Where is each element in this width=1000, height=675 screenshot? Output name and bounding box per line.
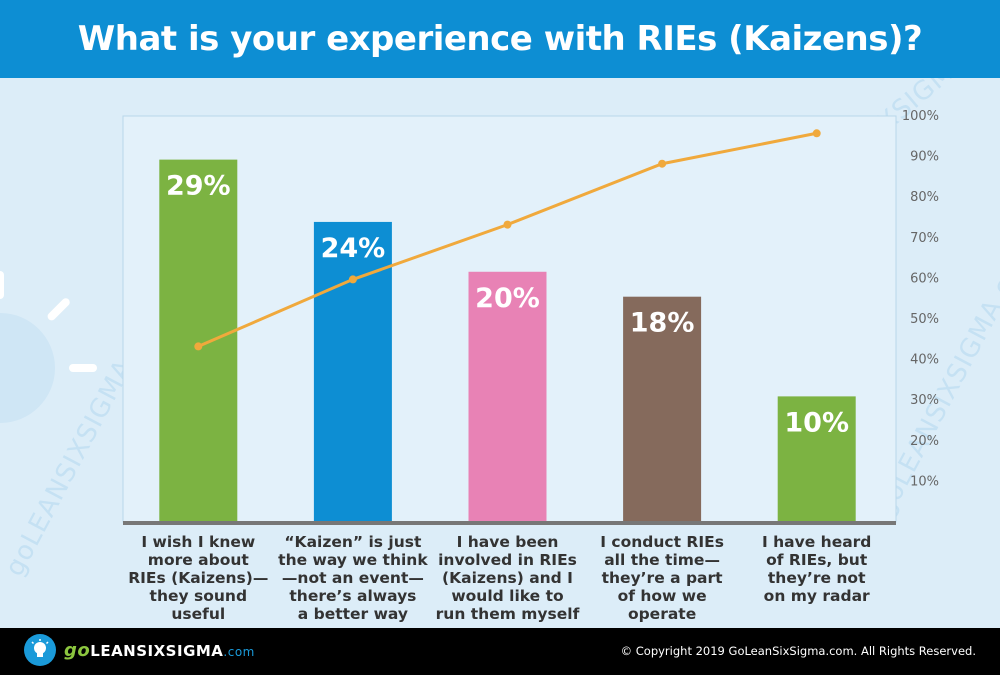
title-bar: What is your experience with RIEs (Kaize… bbox=[0, 0, 1000, 78]
lightbulb-icon bbox=[24, 634, 56, 666]
category-label: I conduct RIEs all the time— they’re a par… bbox=[600, 533, 724, 623]
category-label: “Kaizen” is just the way we think —not an … bbox=[278, 533, 428, 623]
bulb-ray-deco bbox=[47, 298, 70, 321]
bar-1 bbox=[159, 159, 238, 521]
line-point bbox=[503, 220, 512, 229]
logo-main: LEANSIXSIGMA bbox=[90, 641, 224, 660]
bar-value-label: 24% bbox=[321, 233, 386, 264]
chart-title: What is your experience with RIEs (Kaize… bbox=[77, 19, 923, 59]
chart-area: goLEANSIXSIGMA.comgoLEANSIXSIGMA.comgoLE… bbox=[0, 78, 1000, 628]
y2-tick-label: 70% bbox=[910, 231, 939, 246]
line-point bbox=[348, 275, 357, 284]
y2-tick-label: 40% bbox=[910, 353, 939, 368]
bar-value-label: 29% bbox=[166, 171, 231, 202]
bar-value-label: 18% bbox=[630, 308, 695, 339]
copyright-text: © Copyright 2019 GoLeanSixSigma.com. All… bbox=[620, 644, 976, 658]
bar-4 bbox=[623, 296, 702, 521]
footer: goLEANSIXSIGMA.com © Copyright 2019 GoLe… bbox=[0, 628, 1000, 675]
brand-logo[interactable]: goLEANSIXSIGMA.com bbox=[24, 634, 255, 666]
bar-2 bbox=[313, 221, 392, 521]
line-point bbox=[812, 129, 821, 138]
bar-5 bbox=[777, 396, 856, 521]
category-label: I have been involved in RIEs (Kaizens) and… bbox=[436, 533, 580, 623]
bar-value-label: 10% bbox=[784, 407, 849, 438]
chart-svg: goLEANSIXSIGMA.comgoLEANSIXSIGMA.comgoLE… bbox=[0, 78, 1000, 623]
y2-tick-label: 90% bbox=[910, 150, 939, 165]
category-label: I have heard of RIEs, but they’re not on my… bbox=[762, 533, 871, 605]
category-label: I wish I knew more about RIEs (Kaizens)— th… bbox=[128, 533, 268, 623]
y2-tick-label: 20% bbox=[910, 434, 939, 449]
y2-tick-label: 100% bbox=[902, 109, 939, 124]
bar-3 bbox=[468, 271, 547, 521]
y2-tick-label: 30% bbox=[910, 393, 939, 408]
y2-tick-label: 50% bbox=[910, 312, 939, 327]
line-point bbox=[658, 159, 667, 168]
logo-go: go bbox=[64, 639, 91, 661]
bulb-deco-icon bbox=[0, 313, 55, 423]
line-point bbox=[194, 342, 203, 351]
y2-tick-label: 10% bbox=[910, 474, 939, 489]
y2-tick-label: 60% bbox=[910, 271, 939, 286]
logo-text: goLEANSIXSIGMA.com bbox=[64, 640, 255, 661]
bar-value-label: 20% bbox=[475, 283, 540, 314]
logo-com: .com bbox=[223, 644, 255, 659]
y2-tick-label: 80% bbox=[910, 190, 939, 205]
